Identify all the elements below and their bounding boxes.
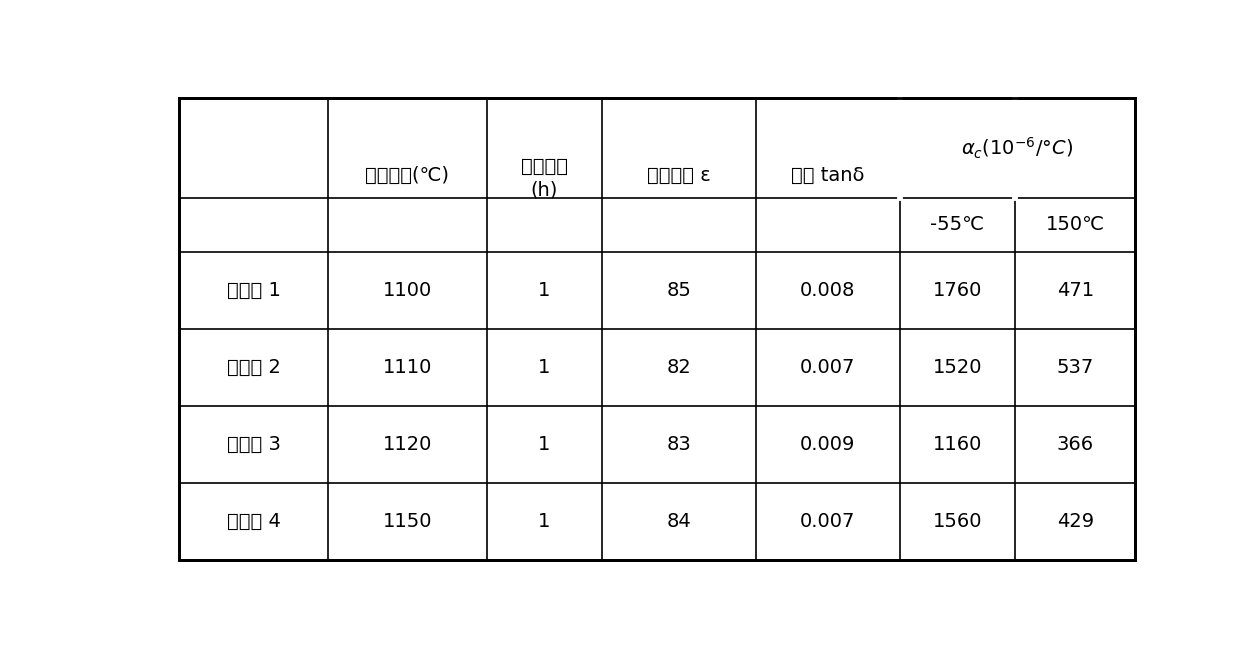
Text: 实施例 3: 实施例 3 [227,436,280,454]
Text: 1760: 1760 [932,281,982,301]
Text: 实施例 4: 实施例 4 [227,512,280,531]
Text: 1: 1 [538,358,551,378]
Text: 损耗 tanδ: 损耗 tanδ [791,166,864,185]
Text: 介电常数 ε: 介电常数 ε [647,166,711,185]
Text: 1: 1 [538,512,551,531]
Text: 429: 429 [1056,512,1094,531]
Text: 537: 537 [1056,358,1094,378]
Text: 84: 84 [666,512,691,531]
Text: 1: 1 [538,436,551,454]
Text: 0.009: 0.009 [800,436,856,454]
Text: 150℃: 150℃ [1045,215,1105,235]
Text: 1120: 1120 [383,436,432,454]
Text: 1560: 1560 [932,512,982,531]
Text: 烧成温度(℃): 烧成温度(℃) [366,166,449,185]
Text: 1100: 1100 [383,281,432,301]
Text: 1110: 1110 [383,358,432,378]
Text: -55℃: -55℃ [930,215,985,235]
Text: 471: 471 [1056,281,1094,301]
Text: (h): (h) [531,181,558,200]
Text: $\alpha_c(10^{-6}/\degree C)$: $\alpha_c(10^{-6}/\degree C)$ [961,136,1074,160]
Text: 保温时间: 保温时间 [521,156,568,176]
Text: 0.007: 0.007 [800,512,856,531]
Text: 366: 366 [1056,436,1094,454]
Text: 83: 83 [666,436,691,454]
Text: 0.007: 0.007 [800,358,856,378]
Text: 1: 1 [538,281,551,301]
Text: 实施例 1: 实施例 1 [227,281,280,301]
Text: 1520: 1520 [932,358,982,378]
Text: 1160: 1160 [932,436,982,454]
Text: 82: 82 [666,358,691,378]
Text: 85: 85 [666,281,691,301]
Text: 0.008: 0.008 [800,281,856,301]
Text: 实施例 2: 实施例 2 [227,358,280,378]
Text: 1150: 1150 [382,512,432,531]
